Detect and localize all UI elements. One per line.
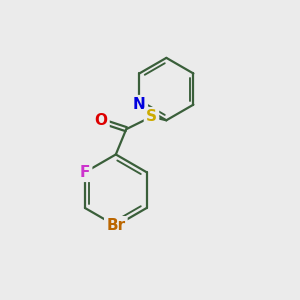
Text: S: S: [146, 109, 157, 124]
Text: O: O: [94, 113, 107, 128]
Text: Br: Br: [106, 218, 125, 233]
Text: N: N: [133, 97, 146, 112]
Text: F: F: [80, 165, 90, 180]
